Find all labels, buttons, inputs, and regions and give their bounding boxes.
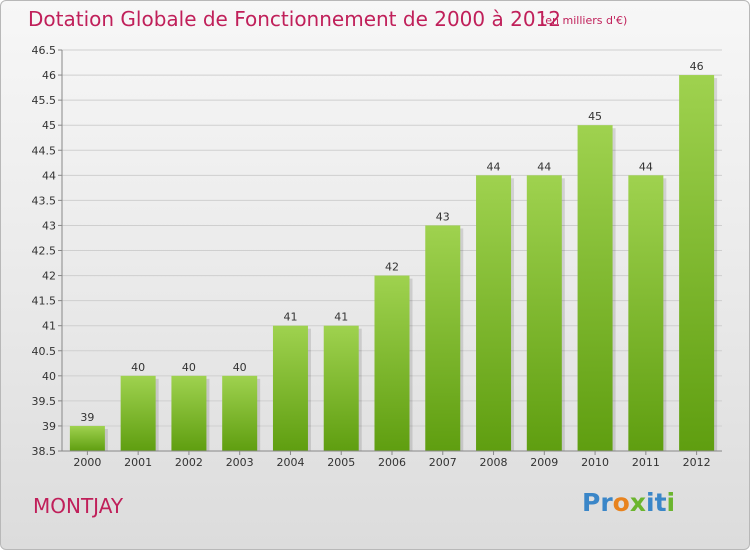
bar: [272, 325, 308, 451]
logo-letter: P: [582, 488, 601, 517]
bar: [679, 75, 715, 451]
y-tick-label: 45.5: [32, 94, 57, 107]
data-label: 43: [436, 210, 450, 223]
logo-letter: i: [646, 488, 655, 517]
y-tick-label: 40.5: [32, 345, 57, 358]
y-tick-label: 41.5: [32, 295, 57, 308]
unit-note: (en milliers d'€): [541, 14, 628, 27]
bar: [323, 325, 359, 451]
y-tick-label: 38.5: [32, 445, 57, 458]
x-tick-label: 2010: [581, 456, 609, 469]
data-label: 45: [588, 110, 602, 123]
commune-name: MONTJAY: [33, 494, 124, 518]
logo-letter: r: [600, 488, 613, 517]
data-label: 46: [690, 60, 704, 73]
bar: [425, 225, 461, 451]
data-label: 40: [233, 361, 247, 374]
data-label: 41: [334, 311, 348, 324]
y-tick-label: 44: [42, 169, 56, 182]
chart-title-text: Dotation Globale de Fonctionnement de 20…: [28, 7, 561, 31]
x-tick-label: 2011: [632, 456, 660, 469]
logo-letter: x: [629, 488, 646, 517]
data-label: 41: [283, 311, 297, 324]
bar: [120, 375, 156, 451]
x-tick-label: 2003: [226, 456, 254, 469]
data-label: 44: [639, 160, 653, 173]
data-label: 44: [487, 160, 501, 173]
y-tick-label: 42.5: [32, 245, 57, 258]
y-tick-label: 44.5: [32, 144, 57, 157]
data-label: 39: [80, 411, 94, 424]
proxiti-logo[interactable]: Proxiti: [582, 488, 675, 517]
y-tick-label: 46: [42, 69, 56, 82]
y-tick-label: 39: [42, 420, 56, 433]
logo-letter: t: [654, 488, 667, 517]
y-tick-label: 40: [42, 370, 56, 383]
bar: [628, 175, 664, 451]
bar: [69, 425, 105, 451]
y-tick-label: 42: [42, 270, 56, 283]
x-tick-label: 2006: [378, 456, 406, 469]
logo-letter: o: [612, 488, 630, 517]
x-tick-label: 2002: [175, 456, 203, 469]
bar: [171, 375, 207, 451]
bars: [69, 75, 718, 451]
y-tick-label: 43.5: [32, 194, 57, 207]
x-tick-label: 2001: [124, 456, 152, 469]
bar: [577, 125, 613, 451]
labels: 38.5 39 39.5 40 40.5 41 41.5 42 42.5 43 43.5 44 44.5…: [32, 44, 711, 469]
logo-letter: i: [666, 488, 676, 517]
x-tick-label: 2009: [530, 456, 558, 469]
x-tick-label: 2007: [429, 456, 457, 469]
y-tick-label: 41: [42, 320, 56, 333]
x-tick-label: 2000: [73, 456, 101, 469]
bar: [222, 375, 258, 451]
bar: [476, 175, 512, 451]
data-label: 40: [131, 361, 145, 374]
y-tick-label: 43: [42, 219, 56, 232]
y-tick-label: 39.5: [32, 395, 57, 408]
x-tick-label: 2008: [480, 456, 508, 469]
axes: [58, 49, 722, 455]
data-label: 42: [385, 261, 399, 274]
x-tick-label: 2004: [276, 456, 304, 469]
x-tick-label: 2005: [327, 456, 355, 469]
bar: [374, 275, 410, 451]
y-tick-label: 45: [42, 119, 56, 132]
x-tick-label: 2012: [683, 456, 711, 469]
bar: [526, 175, 562, 451]
y-tick-label: 46.5: [32, 44, 57, 57]
chart-title: Dotation Globale de Fonctionnement de 20…: [28, 7, 561, 31]
data-label: 44: [537, 160, 551, 173]
data-label: 40: [182, 361, 196, 374]
